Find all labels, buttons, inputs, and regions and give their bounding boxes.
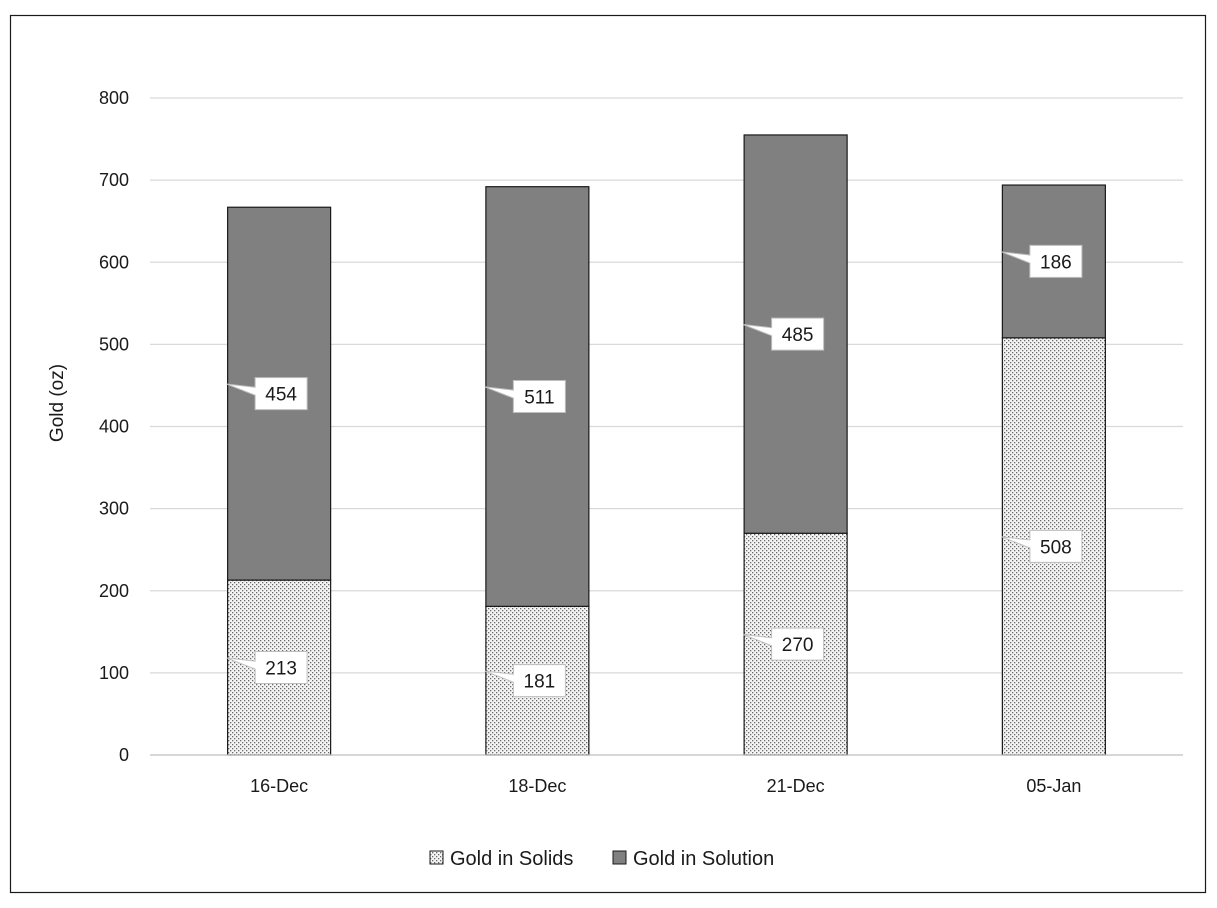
- data-label-callout: [226, 377, 308, 411]
- data-label-callout: [742, 627, 825, 661]
- legend-label: Gold in Solution: [633, 848, 774, 870]
- y-tick-label: 200: [99, 581, 129, 601]
- data-label: 181: [484, 664, 566, 698]
- data-label-callout: [742, 317, 825, 351]
- y-tick-label: 0: [119, 745, 129, 765]
- data-label-value: 186: [1040, 252, 1072, 273]
- x-tick-label: 21-Dec: [767, 776, 825, 796]
- data-label-value: 270: [782, 635, 814, 656]
- x-tick-label: 16-Dec: [250, 776, 308, 796]
- legend-label: Gold in Solids: [450, 848, 573, 870]
- y-tick-label: 600: [99, 252, 129, 272]
- y-tick-label: 500: [99, 334, 129, 354]
- data-label-callout: [1001, 244, 1083, 278]
- y-tick-label: 800: [99, 88, 129, 108]
- data-label: 270: [742, 627, 825, 661]
- y-tick-label: 400: [99, 417, 129, 437]
- x-tick-label: 05-Jan: [1026, 776, 1081, 796]
- y-tick-label: 300: [99, 499, 129, 519]
- legend-item-gold-in-solids: Gold in Solids: [429, 848, 573, 870]
- data-label-callout: [1001, 529, 1083, 563]
- y-axis-ticks: 0 100 200 300 400 500 600 700 800: [99, 88, 129, 765]
- y-tick-label: 100: [99, 663, 129, 683]
- legend: Gold in Solids Gold in Solution: [429, 848, 774, 870]
- data-labels: 213 454 181 511 270 485 508 186: [226, 244, 1083, 698]
- data-label-value: 213: [265, 659, 297, 680]
- data-label-value: 485: [782, 325, 814, 346]
- legend-swatch: [612, 850, 627, 865]
- data-label: 454: [226, 377, 308, 411]
- data-label: 485: [742, 317, 825, 351]
- data-label-value: 454: [265, 385, 297, 406]
- legend-swatch: [429, 850, 444, 865]
- data-label-value: 511: [524, 388, 554, 409]
- data-label-value: 181: [524, 672, 556, 693]
- y-axis-title: Gold (oz): [47, 364, 68, 442]
- data-label-callout: [484, 664, 566, 698]
- data-label: 511: [484, 380, 566, 414]
- bar-gold-in-solution: [1001, 184, 1106, 339]
- data-label: 508: [1001, 529, 1083, 563]
- legend-item-gold-in-solution: Gold in Solution: [612, 848, 774, 870]
- x-tick-label: 18-Dec: [508, 776, 566, 796]
- data-label-value: 508: [1040, 537, 1072, 558]
- y-tick-label: 700: [99, 170, 129, 190]
- data-label-callout: [226, 651, 308, 685]
- data-label-callout: [484, 380, 566, 414]
- data-label: 213: [226, 651, 308, 685]
- data-label: 186: [1001, 244, 1083, 278]
- x-axis-ticks: 16-Dec 18-Dec 21-Dec 05-Jan: [250, 776, 1081, 796]
